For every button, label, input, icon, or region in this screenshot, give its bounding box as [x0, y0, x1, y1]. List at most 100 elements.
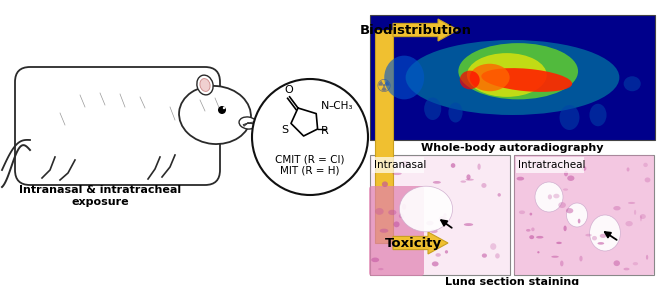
Ellipse shape	[382, 181, 388, 187]
Ellipse shape	[640, 215, 642, 221]
Polygon shape	[393, 19, 458, 41]
Ellipse shape	[378, 268, 384, 270]
Ellipse shape	[490, 243, 496, 250]
Ellipse shape	[526, 229, 530, 232]
Ellipse shape	[535, 182, 563, 212]
Ellipse shape	[405, 40, 619, 115]
Ellipse shape	[384, 56, 424, 99]
Ellipse shape	[388, 210, 396, 215]
Ellipse shape	[560, 260, 563, 266]
Ellipse shape	[531, 227, 534, 231]
Ellipse shape	[599, 234, 606, 238]
Ellipse shape	[179, 86, 251, 144]
Ellipse shape	[567, 203, 588, 227]
Ellipse shape	[558, 202, 566, 208]
Ellipse shape	[559, 105, 580, 130]
Ellipse shape	[556, 242, 562, 244]
Ellipse shape	[530, 213, 532, 215]
Ellipse shape	[430, 229, 438, 233]
Ellipse shape	[433, 181, 441, 184]
Ellipse shape	[592, 236, 597, 241]
Ellipse shape	[393, 221, 399, 227]
Ellipse shape	[548, 194, 552, 199]
Ellipse shape	[578, 219, 580, 223]
Text: Lung section staining: Lung section staining	[445, 277, 580, 285]
FancyBboxPatch shape	[15, 67, 220, 185]
Text: Toxicity: Toxicity	[386, 237, 442, 249]
Text: Intranasal & intratracheal
exposure: Intranasal & intratracheal exposure	[19, 185, 181, 207]
Ellipse shape	[200, 79, 210, 91]
FancyBboxPatch shape	[370, 15, 655, 140]
Ellipse shape	[482, 183, 486, 188]
Ellipse shape	[586, 234, 592, 237]
Ellipse shape	[464, 223, 473, 226]
FancyBboxPatch shape	[516, 157, 584, 173]
Ellipse shape	[529, 235, 534, 239]
Text: ☢: ☢	[376, 78, 392, 95]
Text: Biodistribution: Biodistribution	[360, 23, 472, 36]
Text: N: N	[321, 101, 330, 111]
Ellipse shape	[465, 179, 474, 181]
FancyBboxPatch shape	[514, 155, 654, 275]
Ellipse shape	[645, 178, 650, 182]
FancyBboxPatch shape	[514, 155, 654, 275]
Ellipse shape	[424, 97, 442, 120]
Ellipse shape	[371, 258, 379, 262]
Ellipse shape	[597, 242, 604, 245]
Circle shape	[252, 79, 368, 195]
Text: Intranasal: Intranasal	[374, 160, 426, 170]
Ellipse shape	[534, 163, 539, 165]
Ellipse shape	[478, 164, 481, 170]
Polygon shape	[258, 140, 268, 155]
Ellipse shape	[582, 166, 586, 171]
Text: Intratracheal: Intratracheal	[518, 160, 586, 170]
Ellipse shape	[644, 163, 648, 167]
Ellipse shape	[563, 188, 568, 191]
Ellipse shape	[536, 236, 544, 239]
Text: –CH₃: –CH₃	[328, 101, 353, 111]
Ellipse shape	[625, 221, 633, 226]
Ellipse shape	[451, 163, 455, 168]
Ellipse shape	[402, 204, 406, 210]
Ellipse shape	[448, 103, 463, 123]
Ellipse shape	[564, 171, 568, 176]
Ellipse shape	[590, 215, 620, 251]
Ellipse shape	[445, 250, 448, 254]
Text: CMIT (R = Cl)
MIT (R = H): CMIT (R = Cl) MIT (R = H)	[275, 154, 345, 176]
Ellipse shape	[640, 214, 646, 219]
Ellipse shape	[646, 255, 648, 260]
Ellipse shape	[551, 256, 559, 258]
Ellipse shape	[436, 253, 441, 257]
Ellipse shape	[380, 229, 388, 233]
Ellipse shape	[197, 75, 213, 95]
Ellipse shape	[563, 225, 567, 231]
Circle shape	[223, 107, 225, 109]
Ellipse shape	[401, 161, 411, 167]
Ellipse shape	[579, 256, 582, 261]
FancyBboxPatch shape	[370, 155, 510, 275]
Ellipse shape	[613, 206, 620, 210]
FancyBboxPatch shape	[369, 186, 424, 276]
Polygon shape	[393, 232, 448, 254]
Ellipse shape	[590, 104, 607, 126]
Ellipse shape	[517, 177, 524, 180]
Ellipse shape	[613, 260, 620, 266]
Ellipse shape	[481, 68, 572, 92]
Ellipse shape	[634, 210, 636, 215]
Text: R: R	[320, 126, 328, 136]
Ellipse shape	[495, 253, 499, 258]
Ellipse shape	[519, 210, 525, 214]
Ellipse shape	[624, 76, 641, 91]
Ellipse shape	[375, 208, 384, 215]
Ellipse shape	[432, 261, 439, 266]
Ellipse shape	[566, 208, 573, 213]
Ellipse shape	[426, 221, 434, 225]
Ellipse shape	[482, 253, 487, 258]
Ellipse shape	[628, 202, 635, 204]
Ellipse shape	[497, 193, 501, 197]
Ellipse shape	[567, 176, 574, 181]
Text: S: S	[281, 125, 288, 135]
Ellipse shape	[537, 251, 540, 253]
Polygon shape	[255, 113, 278, 140]
Ellipse shape	[626, 167, 630, 172]
